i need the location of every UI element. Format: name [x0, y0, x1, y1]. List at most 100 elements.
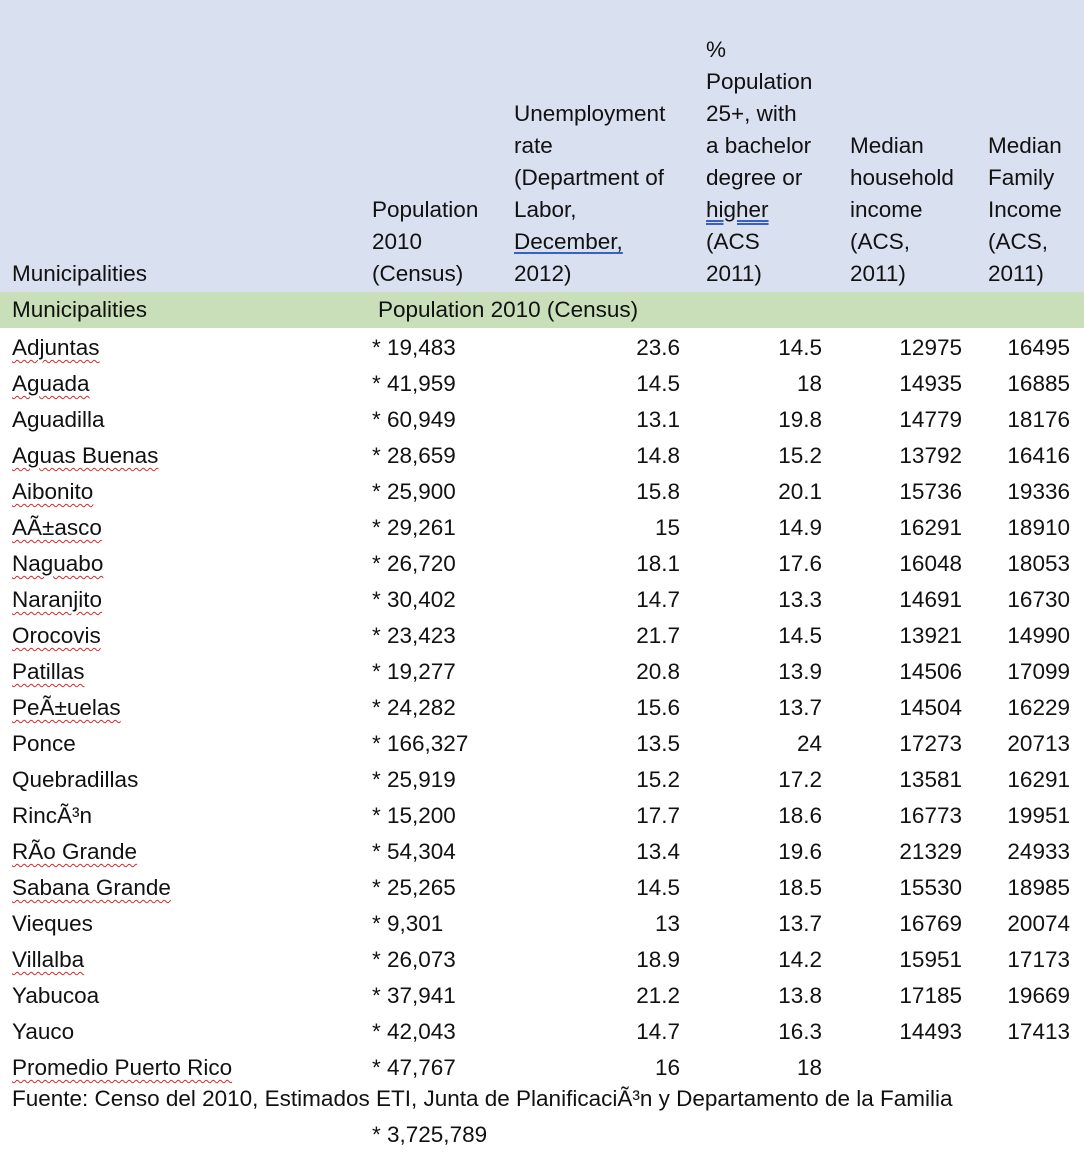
cell-population: * 26,073: [372, 947, 456, 972]
header-municipalities: Municipalities: [12, 261, 148, 286]
cell-family-income: 16416: [1007, 443, 1070, 468]
cell-family-income: 17173: [1007, 947, 1070, 972]
header-household-income: Median household income (ACS, 2011): [850, 133, 954, 286]
source-note: Fuente: Censo del 2010, Estimados ETI, J…: [12, 1086, 953, 1111]
table-row: Patillas * 19,277 20.8 13.9 14506 17099: [0, 654, 1084, 690]
cell-municipality: Sabana Grande: [12, 875, 171, 900]
cell-municipality: RincÃ³n: [12, 803, 93, 828]
cell-bachelor: 14.2: [778, 947, 822, 972]
header-unemployment: Unemployment rate (Department of Labor, …: [514, 101, 666, 286]
cell-bachelor: 19.8: [778, 407, 822, 432]
cell-population: * 9,301: [372, 911, 444, 936]
cell-household-income: 13792: [899, 443, 962, 468]
cell-unemployment: 15.8: [636, 479, 680, 504]
cell-bachelor: 24: [796, 731, 822, 756]
table-row: Promedio Puerto Rico * 47,767 16 18: [0, 1050, 1084, 1086]
table-row: Villalba * 26,073 18.9 14.2 15951 17173: [0, 942, 1084, 978]
cell-family-income: 16291: [1007, 767, 1070, 792]
cell-unemployment: 13.5: [636, 731, 680, 756]
cell-household-income: 15530: [899, 875, 962, 900]
cell-bachelor: 13.9: [778, 659, 822, 684]
cell-municipality: Naguabo: [12, 551, 104, 576]
cell-municipality: Quebradillas: [12, 767, 139, 792]
cell-population: * 166,327: [372, 731, 469, 756]
cell-unemployment: 23.6: [636, 335, 680, 360]
header-bachelor: % Population 25+, with a bachelor degree…: [706, 37, 813, 286]
cell-municipality: Naranjito: [12, 587, 103, 612]
table-body: Adjuntas * 19,483 23.6 14.5 12975 16495 Aguada…: [0, 330, 1084, 1086]
cell-household-income: 15736: [899, 479, 962, 504]
cell-household-income: 14691: [899, 587, 962, 612]
table-row: Aibonito * 25,900 15.8 20.1 15736 19336: [0, 474, 1084, 510]
cell-population: * 60,949: [372, 407, 456, 432]
cell-bachelor: 16.3: [778, 1019, 822, 1044]
header-link-higher[interactable]: higher: [706, 197, 769, 222]
cell-municipality: RÃo Grande: [12, 839, 138, 864]
cell-household-income: 17273: [899, 731, 962, 756]
cell-family-income: 17413: [1007, 1019, 1070, 1044]
cell-family-income: 24933: [1007, 839, 1070, 864]
cell-family-income: 18053: [1007, 551, 1070, 576]
cell-household-income: 14493: [899, 1019, 962, 1044]
cell-unemployment: 15.2: [636, 767, 680, 792]
cell-family-income: 16229: [1007, 695, 1070, 720]
table-row: RincÃ³n * 15,200 17.7 18.6 16773 19951: [0, 798, 1084, 834]
cell-municipality: Aguas Buenas: [12, 443, 159, 468]
table-row: Vieques * 9,301 13 13.7 16769 20074: [0, 906, 1084, 942]
cell-household-income: 13921: [899, 623, 962, 648]
population-total: * 3,725,789: [372, 1122, 488, 1147]
cell-bachelor: 13.7: [778, 911, 822, 936]
header-link-december[interactable]: December,: [514, 229, 623, 254]
cell-unemployment: 21.2: [636, 983, 680, 1008]
table-row: Ponce * 166,327 13.5 24 17273 20713: [0, 726, 1084, 762]
cell-household-income: 16048: [899, 551, 962, 576]
table-header: Municipalities Population 2010 (Census) …: [0, 0, 1084, 292]
cell-municipality: Aibonito: [12, 479, 94, 504]
cell-unemployment: 20.8: [636, 659, 680, 684]
cell-family-income: 16885: [1007, 371, 1070, 396]
cell-household-income: 12975: [899, 335, 962, 360]
header-family-income: Median Family Income (ACS, 2011): [988, 133, 1062, 286]
cell-municipality: Villalba: [12, 947, 85, 972]
header-population: Population 2010 (Census): [372, 197, 479, 286]
cell-household-income: 16291: [899, 515, 962, 540]
cell-bachelor: 17.2: [778, 767, 822, 792]
table-row: RÃo Grande * 54,304 13.4 19.6 21329 24933: [0, 834, 1084, 870]
cell-municipality: Yauco: [12, 1019, 75, 1044]
cell-bachelor: 13.8: [778, 983, 822, 1008]
band-municipalities: Municipalities: [12, 297, 148, 322]
cell-population: * 24,282: [372, 695, 456, 720]
cell-bachelor: 19.6: [778, 839, 822, 864]
cell-bachelor: 15.2: [778, 443, 822, 468]
cell-household-income: 14504: [899, 695, 962, 720]
cell-unemployment: 13.4: [636, 839, 680, 864]
cell-unemployment: 21.7: [636, 623, 680, 648]
table-row: Quebradillas * 25,919 15.2 17.2 13581 16291: [0, 762, 1084, 798]
cell-unemployment: 14.8: [636, 443, 680, 468]
cell-family-income: 19669: [1007, 983, 1070, 1008]
cell-family-income: 19951: [1007, 803, 1070, 828]
cell-population: * 54,304: [372, 839, 456, 864]
cell-unemployment: 13: [654, 911, 680, 936]
cell-population: * 19,483: [372, 335, 456, 360]
cell-unemployment: 18.9: [636, 947, 680, 972]
cell-population: * 37,941: [372, 983, 456, 1008]
cell-unemployment: 15: [654, 515, 680, 540]
cell-population: * 15,200: [372, 803, 456, 828]
cell-family-income: 18910: [1007, 515, 1070, 540]
cell-bachelor: 14.9: [778, 515, 822, 540]
cell-population: * 19,277: [372, 659, 456, 684]
cell-unemployment: 17.7: [636, 803, 680, 828]
cell-family-income: 18985: [1007, 875, 1070, 900]
subheader-band: Municipalities Population 2010 (Census): [0, 292, 1084, 328]
cell-municipality: Patillas: [12, 659, 85, 684]
cell-family-income: 14990: [1007, 623, 1070, 648]
cell-household-income: 16773: [899, 803, 962, 828]
cell-unemployment: 16: [654, 1055, 680, 1080]
cell-population: * 28,659: [372, 443, 456, 468]
table-row: AÃ±asco * 29,261 15 14.9 16291 18910: [0, 510, 1084, 546]
cell-population: * 23,423: [372, 623, 456, 648]
cell-municipality: AÃ±asco: [12, 515, 102, 540]
cell-unemployment: 14.5: [636, 875, 680, 900]
cell-bachelor: 18.5: [778, 875, 822, 900]
